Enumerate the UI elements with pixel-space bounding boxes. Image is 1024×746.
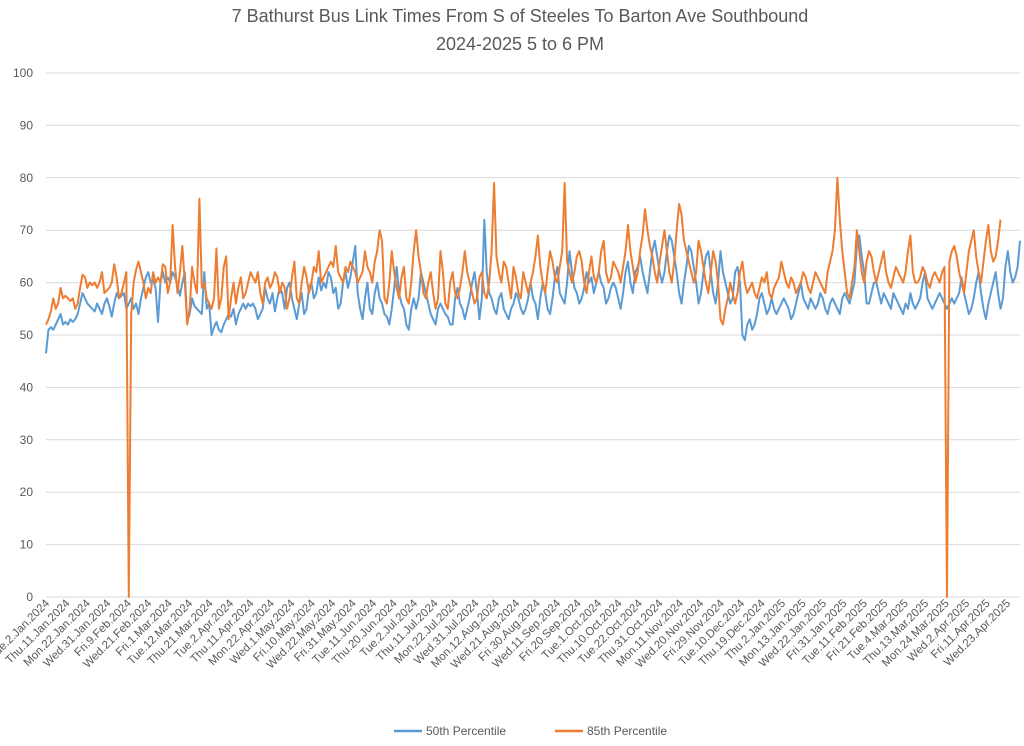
y-tick-label: 100 <box>13 66 33 80</box>
y-tick-label: 50 <box>20 328 34 342</box>
chart-subtitle: 2024-2025 5 to 6 PM <box>436 34 604 54</box>
legend-item-85th-percentile: 85th Percentile <box>555 724 667 738</box>
y-tick-label: 30 <box>20 433 34 447</box>
x-axis-ticks: Tue.2.Jan.2024Thu.11.Jan.2024Mon.22.Jan.… <box>0 597 1013 671</box>
series-layer <box>45 176 1021 598</box>
y-tick-label: 10 <box>20 538 34 552</box>
y-tick-label: 20 <box>20 485 34 499</box>
legend: 50th Percentile 85th Percentile <box>394 724 667 738</box>
legend-label: 85th Percentile <box>587 724 667 738</box>
legend-label: 50th Percentile <box>426 724 506 738</box>
y-tick-label: 40 <box>20 380 34 394</box>
legend-item-50th-percentile: 50th Percentile <box>394 724 506 738</box>
chart-title: 7 Bathurst Bus Link Times From S of Stee… <box>232 6 809 26</box>
series-line-85th-percentile <box>45 176 1002 598</box>
gridlines <box>46 72 1020 598</box>
y-axis-ticks: 0 10 20 30 40 50 60 70 80 90 100 <box>13 66 33 604</box>
y-tick-label: 90 <box>20 118 34 132</box>
series-line-50th-percentile <box>45 218 1021 354</box>
y-tick-label: 80 <box>20 171 34 185</box>
y-tick-label: 60 <box>20 276 34 290</box>
y-tick-label: 0 <box>26 590 33 604</box>
y-tick-label: 70 <box>20 223 34 237</box>
